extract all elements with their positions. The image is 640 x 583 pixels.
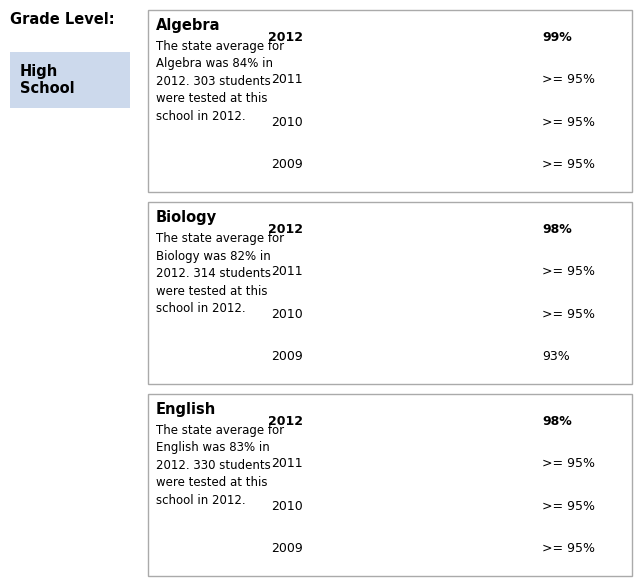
Bar [338, 153, 528, 177]
Bar [338, 494, 528, 518]
Bar [338, 537, 528, 560]
Text: Biology: Biology [156, 210, 217, 225]
Bar [338, 303, 528, 326]
Text: Grade Level:: Grade Level: [10, 12, 115, 27]
Bar [338, 452, 528, 476]
Bar [338, 111, 528, 134]
Text: 2012: 2012 [268, 415, 303, 428]
Text: The state average for
English was 83% in
2012. 330 students
were tested at this
: The state average for English was 83% in… [156, 424, 284, 507]
Text: High
School: High School [20, 64, 74, 96]
Text: 2009: 2009 [271, 158, 303, 171]
Bar [338, 260, 528, 283]
Bar [338, 68, 528, 92]
Text: The state average for
Biology was 82% in
2012. 314 students
were tested at this
: The state average for Biology was 82% in… [156, 232, 284, 315]
Text: English: English [156, 402, 216, 417]
Bar [338, 410, 534, 433]
Text: 2010: 2010 [271, 308, 303, 321]
Text: 2012: 2012 [268, 31, 303, 44]
Text: 2010: 2010 [271, 116, 303, 129]
Text: 2011: 2011 [271, 457, 303, 470]
Text: 98%: 98% [542, 415, 572, 428]
Text: 2011: 2011 [271, 265, 303, 278]
Text: 98%: 98% [542, 223, 572, 236]
Text: 2009: 2009 [271, 350, 303, 363]
Text: >= 95%: >= 95% [542, 265, 595, 278]
Text: 99%: 99% [542, 31, 572, 44]
Text: The state average for
Algebra was 84% in
2012. 303 students
were tested at this
: The state average for Algebra was 84% in… [156, 40, 284, 123]
Bar [338, 217, 534, 241]
Bar [338, 345, 524, 368]
Bar [338, 26, 536, 49]
Text: >= 95%: >= 95% [542, 457, 595, 470]
Text: 2011: 2011 [271, 73, 303, 86]
Text: 2012: 2012 [268, 223, 303, 236]
Text: 2010: 2010 [271, 500, 303, 513]
Text: 93%: 93% [542, 350, 570, 363]
Text: >= 95%: >= 95% [542, 158, 595, 171]
Text: >= 95%: >= 95% [542, 116, 595, 129]
Text: >= 95%: >= 95% [542, 308, 595, 321]
Text: >= 95%: >= 95% [542, 542, 595, 555]
Text: >= 95%: >= 95% [542, 500, 595, 513]
Text: 2009: 2009 [271, 542, 303, 555]
Text: Algebra: Algebra [156, 18, 221, 33]
Text: >= 95%: >= 95% [542, 73, 595, 86]
